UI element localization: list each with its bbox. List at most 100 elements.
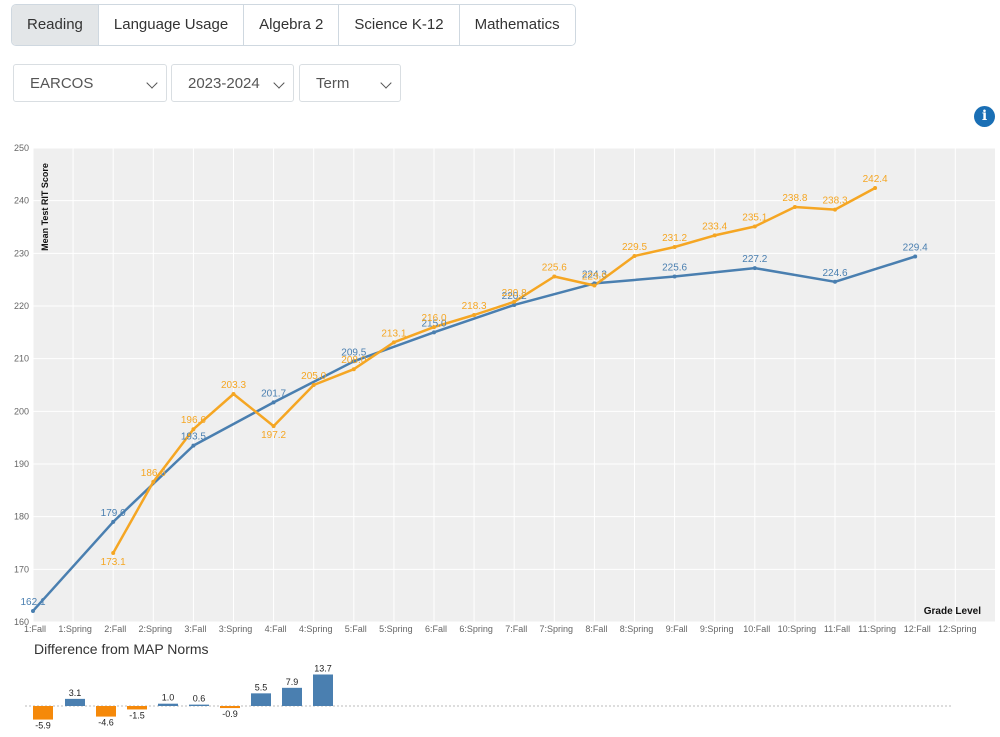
school-data-point (712, 233, 717, 238)
norm-data-point (833, 279, 837, 284)
school-data-label: 218.3 (462, 301, 487, 312)
y-tick-label: 160 (14, 617, 29, 627)
x-tick-label: 1:Spring (58, 624, 92, 634)
x-tick-label: 11:Spring (858, 624, 896, 634)
norm-data-label: 229.4 (903, 242, 928, 253)
period-select[interactable]: Term (299, 64, 401, 102)
school-data-point (432, 325, 436, 330)
x-tick-label: 8:Spring (620, 624, 654, 634)
school-data-label: 205.0 (301, 371, 326, 382)
tab-algebra-2[interactable]: Algebra 2 (244, 5, 340, 45)
school-data-label: 203.3 (221, 380, 246, 391)
norm-data-point (432, 330, 436, 335)
x-tick-label: 1:Fall (24, 624, 46, 634)
school-data-point (391, 340, 396, 345)
difference-bar-label: 5.5 (255, 682, 268, 692)
difference-bar-label: 1.0 (162, 693, 175, 703)
difference-bar-label: 13.7 (314, 663, 332, 673)
x-tick-label: 2:Fall (104, 624, 126, 634)
difference-bar (251, 693, 271, 706)
school-data-label: 238.3 (822, 196, 847, 207)
district-select-value: EARCOS (30, 75, 94, 92)
school-data-point (191, 427, 196, 432)
school-data-point (592, 283, 597, 288)
year-select[interactable]: 2023-2024 (171, 64, 294, 102)
norm-data-point (913, 254, 918, 259)
x-tick-label: 10:Fall (743, 624, 770, 634)
school-data-point (151, 479, 156, 484)
tab-science-k12[interactable]: Science K-12 (339, 5, 460, 45)
norm-data-label: 162.1 (20, 597, 45, 608)
difference-bar-label: 7.9 (286, 677, 299, 687)
norm-data-point (31, 608, 35, 613)
school-data-label: 233.4 (702, 221, 727, 232)
subject-tabs: Reading Language Usage Algebra 2 Science… (11, 4, 576, 46)
x-tick-label: 3:Spring (219, 624, 253, 634)
y-tick-label: 240 (14, 196, 29, 206)
y-tick-label: 200 (14, 406, 29, 416)
tab-language-usage[interactable]: Language Usage (98, 5, 245, 45)
school-data-label: 216.0 (421, 313, 446, 324)
school-data-label: 208.0 (341, 355, 366, 366)
difference-bar (158, 703, 178, 706)
x-tick-label: 11:Fall (824, 624, 850, 634)
school-data-point (672, 245, 677, 250)
tab-mathematics[interactable]: Mathematics (459, 5, 575, 45)
district-select[interactable]: EARCOS (13, 64, 167, 102)
x-tick-label: 4:Fall (265, 624, 287, 634)
y-tick-label: 230 (14, 248, 29, 258)
difference-chart-title: Difference from MAP Norms (34, 641, 209, 657)
school-data-label: 213.1 (381, 328, 406, 339)
norm-data-label: 209.5 (341, 347, 366, 358)
norm-data-label: 225.6 (662, 263, 687, 274)
school-data-point (873, 186, 878, 191)
x-tick-label: 9:Fall (666, 624, 688, 634)
difference-bar (220, 706, 240, 709)
norm-data-label: 193.5 (181, 432, 206, 443)
difference-bar-label: -0.9 (222, 709, 238, 719)
difference-bar-label: 3.1 (69, 688, 82, 698)
y-tick-label: 190 (14, 459, 29, 469)
x-tick-label: 7:Spring (540, 624, 574, 634)
school-data-label: 231.2 (662, 233, 687, 244)
x-tick-label: 9:Spring (700, 624, 734, 634)
school-data-point (351, 367, 356, 372)
difference-bar (65, 698, 85, 706)
tab-reading[interactable]: Reading (12, 5, 99, 45)
school-data-label: 225.6 (542, 263, 567, 274)
difference-bar-label: 0.6 (193, 694, 206, 704)
difference-bar-label: -4.6 (98, 718, 114, 728)
y-tick-label: 250 (14, 143, 29, 153)
x-tick-label: 3:Fall (184, 624, 206, 634)
x-axis-title: Grade Level (924, 606, 981, 617)
school-data-label: 196.6 (181, 415, 206, 426)
norm-data-point (752, 266, 757, 271)
norm-data-point (512, 302, 517, 307)
info-icon[interactable]: i (974, 106, 995, 127)
y-axis-title: Mean Test RIT Score (40, 163, 50, 251)
difference-bar (96, 706, 116, 717)
norm-data-label: 215.0 (421, 318, 446, 329)
difference-bar (313, 674, 333, 706)
school-data-label: 238.8 (782, 193, 807, 204)
norm-data-label: 227.2 (742, 254, 767, 265)
school-data-point (512, 299, 517, 304)
y-tick-label: 170 (14, 564, 29, 574)
school-data-point (752, 224, 757, 229)
y-tick-label: 220 (14, 301, 29, 311)
school-data-label: 197.2 (261, 430, 286, 441)
school-data-point (271, 424, 276, 429)
norm-data-point (271, 400, 276, 405)
difference-bar (189, 704, 209, 706)
x-tick-label: 6:Spring (459, 624, 493, 634)
difference-bar-label: -5.9 (35, 721, 51, 731)
x-tick-label: 4:Spring (299, 624, 333, 634)
norm-data-point (672, 274, 677, 279)
x-tick-label: 8:Fall (585, 624, 607, 634)
period-select-value: Term (316, 75, 350, 92)
school-data-label: 229.5 (622, 242, 647, 253)
school-data-label: 223.9 (582, 271, 607, 282)
school-data-label: 186.6 (141, 468, 166, 479)
difference-bar (127, 706, 147, 710)
